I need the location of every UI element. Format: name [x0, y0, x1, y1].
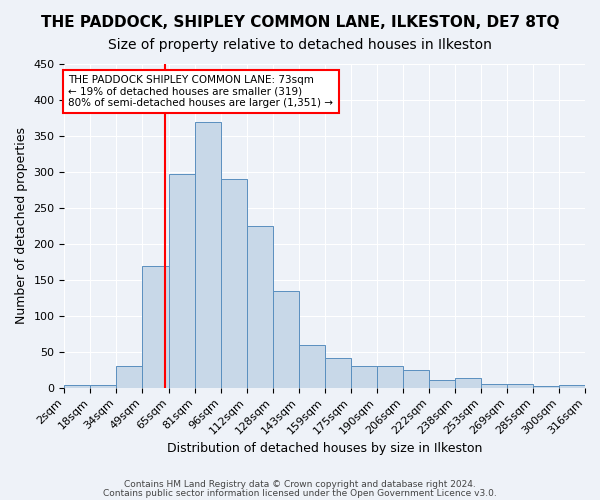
Bar — [533, 386, 559, 388]
Bar — [116, 366, 142, 388]
Bar — [194, 122, 221, 388]
Text: THE PADDOCK, SHIPLEY COMMON LANE, ILKESTON, DE7 8TQ: THE PADDOCK, SHIPLEY COMMON LANE, ILKEST… — [41, 15, 559, 30]
Bar — [481, 384, 507, 388]
Bar — [91, 385, 116, 388]
Y-axis label: Number of detached properties: Number of detached properties — [15, 128, 28, 324]
Bar — [507, 384, 533, 388]
Bar — [429, 380, 455, 388]
Bar — [455, 378, 481, 388]
Bar — [221, 179, 247, 388]
Bar — [169, 174, 194, 388]
Text: Contains HM Land Registry data © Crown copyright and database right 2024.: Contains HM Land Registry data © Crown c… — [124, 480, 476, 489]
Bar — [559, 385, 585, 388]
Text: Contains public sector information licensed under the Open Government Licence v3: Contains public sector information licen… — [103, 488, 497, 498]
Text: Size of property relative to detached houses in Ilkeston: Size of property relative to detached ho… — [108, 38, 492, 52]
Bar — [351, 366, 377, 388]
X-axis label: Distribution of detached houses by size in Ilkeston: Distribution of detached houses by size … — [167, 442, 482, 455]
Bar — [377, 366, 403, 388]
Text: THE PADDOCK SHIPLEY COMMON LANE: 73sqm
← 19% of detached houses are smaller (319: THE PADDOCK SHIPLEY COMMON LANE: 73sqm ←… — [68, 75, 334, 108]
Bar — [272, 290, 299, 388]
Bar — [299, 344, 325, 388]
Bar — [247, 226, 272, 388]
Bar — [325, 358, 351, 388]
Bar — [64, 385, 91, 388]
Bar — [142, 266, 169, 388]
Bar — [403, 370, 429, 388]
